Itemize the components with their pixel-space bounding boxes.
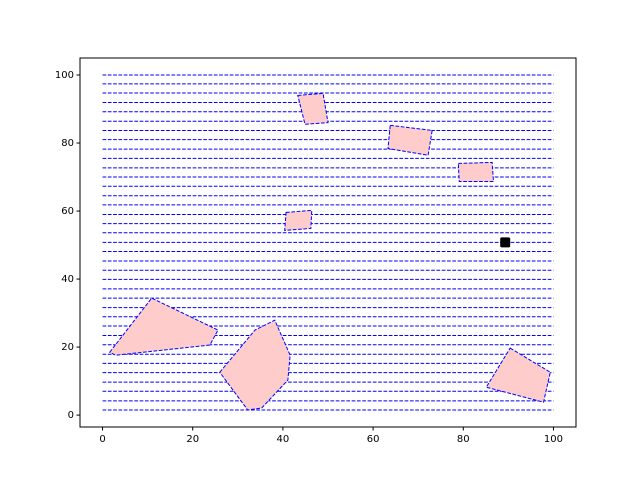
y-tick-label: 80: [61, 138, 74, 149]
obstacle: [485, 347, 551, 403]
y-tick-label: 20: [61, 342, 74, 353]
x-tick-label: 80: [457, 434, 470, 445]
obstacle: [108, 297, 219, 356]
x-tick-label: 40: [277, 434, 290, 445]
obstacle: [284, 209, 313, 231]
y-tick-label: 60: [61, 206, 74, 217]
robot-marker: [500, 237, 511, 248]
obstacle: [387, 124, 433, 156]
y-tick-label: 40: [61, 274, 74, 285]
x-tick-label: 0: [99, 434, 105, 445]
x-tick-label: 60: [367, 434, 380, 445]
obstacle: [457, 161, 495, 182]
x-tick-label: 100: [544, 434, 563, 445]
obstacle: [297, 92, 329, 125]
y-tick-label: 100: [55, 70, 74, 81]
y-tick-label: 0: [68, 410, 74, 421]
x-tick-label: 20: [186, 434, 199, 445]
obstacle: [219, 319, 291, 411]
axes-frame: [79, 57, 577, 428]
